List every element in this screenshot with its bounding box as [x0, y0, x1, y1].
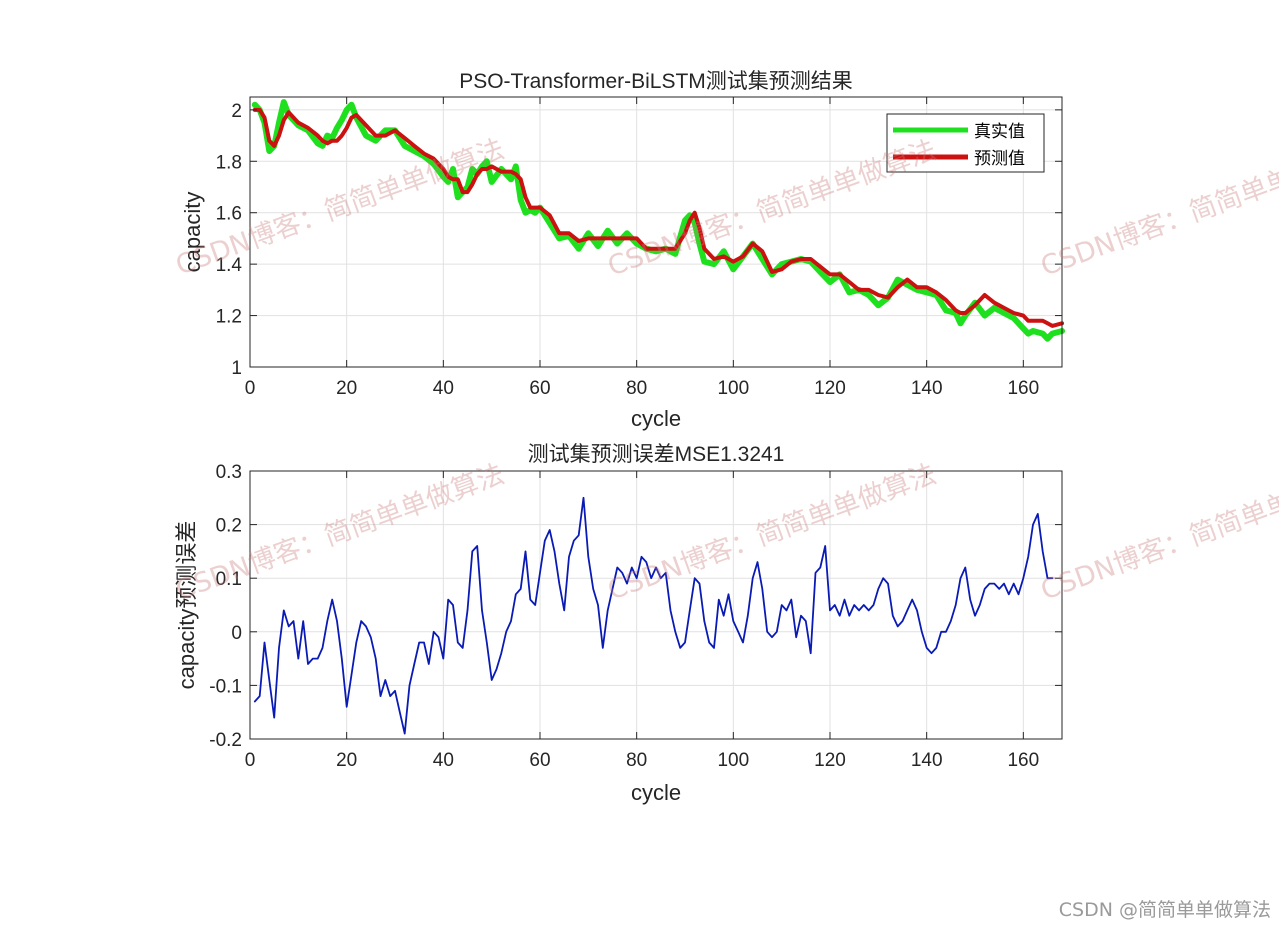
y-tick-label: 1.4: [216, 255, 243, 276]
x-tick-label: 20: [336, 378, 357, 399]
series-line-0: [253, 496, 1054, 735]
y-tick-label: 0: [231, 623, 242, 644]
tick-group: 0 20 40 60 80 100 120 140 160 -0.2 -0.1 0 0.1 0.2 0.3: [209, 462, 1062, 771]
x-tick-label: 140: [911, 378, 943, 399]
y-axis-label: capacity: [180, 192, 205, 273]
x-tick-label: 160: [1007, 378, 1039, 399]
x-tick-label: 140: [911, 750, 943, 771]
y-tick-label: 2: [231, 101, 242, 122]
axes-box: [249, 470, 1063, 740]
x-tick-label: 100: [717, 750, 749, 771]
x-tick-label: 80: [626, 378, 647, 399]
x-tick-label: 80: [626, 750, 647, 771]
axes-box: [249, 96, 1063, 368]
x-axis-label: cycle: [631, 406, 681, 431]
prediction-chart: 0 20 40 60 80 100 120 140 160 1 1.2 1.4 1.6 1.8 2 PSO-…: [180, 70, 1065, 431]
x-tick-label: 100: [717, 378, 749, 399]
series-group: [251, 99, 1065, 342]
x-tick-label: 60: [529, 378, 550, 399]
y-tick-label: 0.1: [216, 569, 242, 590]
y-tick-label: 1.6: [216, 204, 242, 225]
chart-title: PSO-Transformer-BiLSTM测试集预测结果: [459, 70, 853, 93]
x-tick-label: 160: [1007, 750, 1039, 771]
y-tick-label: -0.2: [209, 730, 242, 751]
x-axis-label: cycle: [631, 780, 681, 805]
error-chart: 0 20 40 60 80 100 120 140 160-0.2-0.100.10.20.3 …: [174, 443, 1063, 805]
x-tick-label: 20: [336, 750, 357, 771]
series-line-1: [252, 107, 1064, 328]
x-tick-label: 40: [433, 750, 454, 771]
legend-pred-label: 预测值: [974, 149, 1025, 169]
y-tick-label: -0.1: [209, 676, 242, 697]
series-line-0: [251, 99, 1065, 342]
legend-box: [886, 113, 1045, 173]
tick-group: 0 20 40 60 80 100 120 140 160 1 1.2 1.4 1.6 1.8 2: [216, 97, 1062, 399]
footer-credit: CSDN @简简单单做算法: [1058, 899, 1271, 921]
chart-title: 测试集预测误差MSE1.3241: [528, 443, 785, 466]
x-tick-label: 120: [814, 750, 846, 771]
y-tick-label: 1: [231, 358, 242, 379]
x-tick-label: 60: [529, 750, 550, 771]
x-tick-label: 40: [433, 378, 454, 399]
x-tick-label: 0: [245, 378, 256, 399]
y-tick-label: 1.8: [216, 152, 242, 173]
legend-true-label: 真实值: [974, 122, 1025, 142]
y-axis-label: capacity预测误差: [174, 521, 199, 690]
y-tick-label: 0.2: [216, 516, 242, 537]
watermark: CSDN博客：简简单单做算法: [1037, 459, 1279, 607]
legend: 真实值 预测值: [886, 113, 1045, 173]
x-tick-label: 0: [245, 750, 256, 771]
watermark: CSDN博客：简简单单做算法: [1037, 135, 1279, 283]
y-tick-label: 0.3: [216, 462, 242, 483]
series-group: [253, 496, 1054, 735]
x-tick-label: 120: [814, 378, 846, 399]
y-tick-label: 1.2: [216, 307, 242, 328]
